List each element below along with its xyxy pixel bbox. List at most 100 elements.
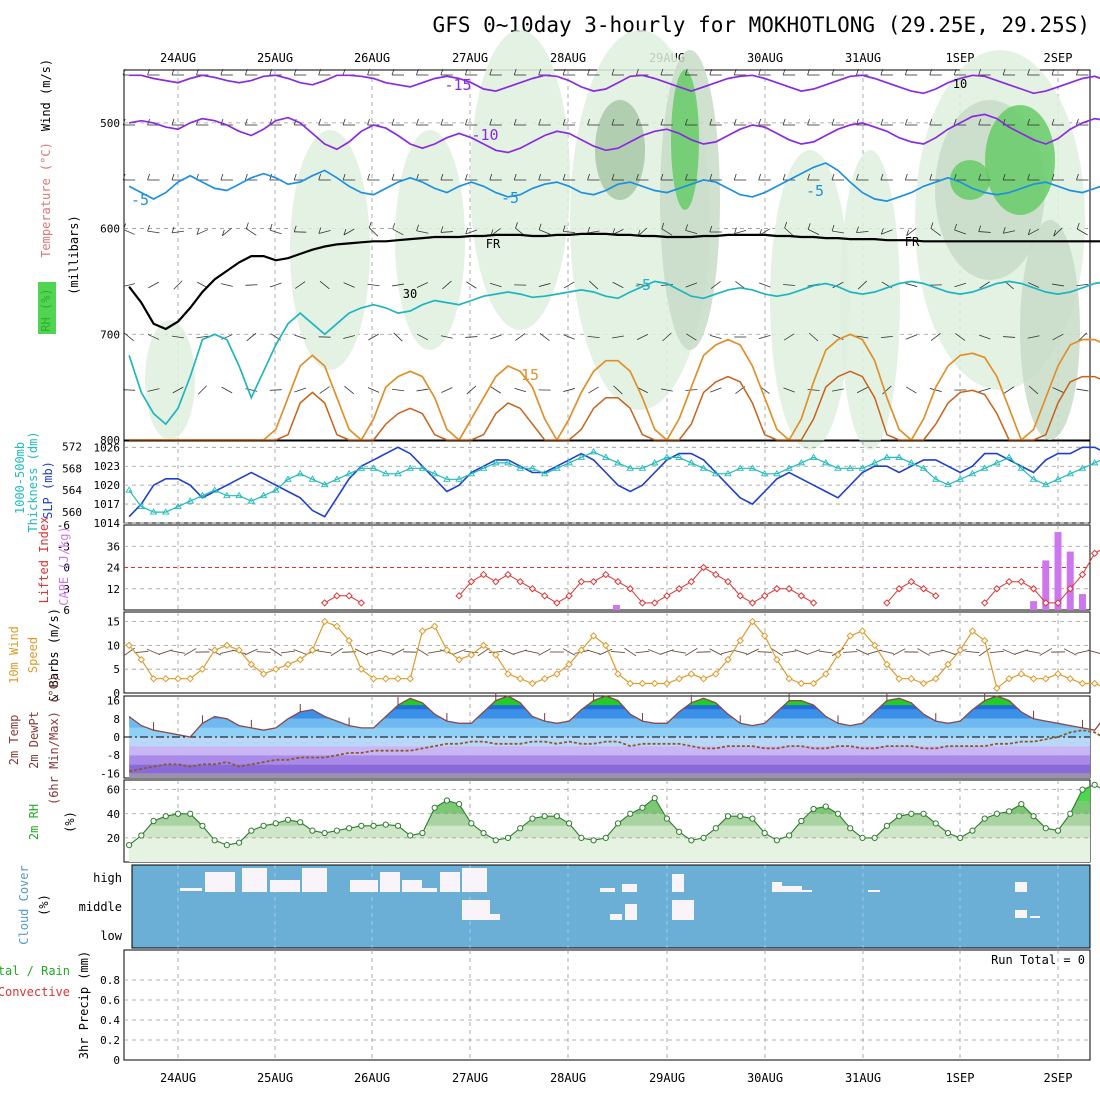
wind-barb-flag	[831, 118, 835, 126]
lifted-index-line-point	[883, 599, 891, 607]
lifted-index-line-point	[553, 599, 561, 607]
temperature-bands	[129, 696, 1090, 778]
wind-barb-flag	[464, 118, 468, 126]
thickness-line-point	[345, 469, 353, 477]
wind-barb-flag	[685, 224, 688, 231]
panel-ylabel: Lifted Index	[37, 517, 51, 604]
rh-line-point	[1006, 808, 1013, 815]
wind-barb	[172, 230, 184, 234]
rh-line-point	[517, 825, 524, 832]
contour-label: FR	[905, 235, 920, 249]
wind-speed-line-point	[809, 679, 818, 688]
rh-line-point	[1018, 801, 1025, 808]
cloud-level-label: middle	[79, 900, 122, 914]
wind-barb	[1052, 283, 1064, 287]
wind-barb	[269, 647, 282, 657]
contour-label: -5	[633, 276, 651, 294]
wind-speed-line-point	[870, 641, 879, 650]
thickness-line-point	[1005, 453, 1013, 460]
wind-barb-flag	[391, 173, 395, 181]
lifted-index-line-point	[712, 570, 720, 579]
rh-line-point	[981, 815, 988, 822]
lifted-index-line-point	[797, 592, 806, 600]
wind-barb-flag	[709, 173, 713, 181]
wind-barb-flag	[709, 118, 713, 126]
panel-ylabel: & Barbs (m/s)	[47, 608, 61, 702]
slp-tick-label: 1014	[94, 517, 121, 530]
wind-speed-line-point	[687, 670, 696, 678]
dewpoint-line	[128, 729, 1100, 773]
thickness-line-point	[1090, 458, 1099, 466]
thickness-line-point	[956, 475, 965, 482]
wind-barb	[1028, 385, 1039, 395]
pressure-tick-label: 500	[100, 117, 120, 130]
bottom-date-label: 27AUG	[452, 1071, 488, 1085]
wind-barb-flag	[636, 173, 639, 181]
wind-barb-flag	[684, 68, 688, 76]
wind-barb-flag	[782, 118, 786, 126]
wind-barb	[515, 333, 526, 341]
wind-barb-flag	[930, 222, 934, 229]
wind-barb	[343, 228, 355, 236]
wind-speed-line-point	[479, 641, 488, 650]
wind-barb-flag	[660, 118, 664, 126]
panel-ylabel: CAPE (J/kg)	[57, 526, 71, 605]
temperature-band	[129, 709, 1090, 719]
wind-barb	[882, 385, 892, 395]
contour-label: -10	[471, 126, 498, 144]
rh-shading	[1020, 220, 1080, 440]
rh-line-point	[920, 810, 927, 817]
wind-barb-flag	[538, 223, 542, 230]
rh-line-point	[957, 834, 964, 841]
contour-label: -15	[444, 76, 471, 94]
thickness-line-point	[785, 464, 793, 471]
lifted-index-line-point	[565, 592, 573, 600]
wind-panel-frame	[123, 611, 1091, 694]
thickness-line-point	[663, 453, 671, 460]
wind-barb	[148, 281, 159, 289]
wind-barb-flag	[660, 68, 664, 76]
bottom-date-label: 24AUG	[160, 1071, 196, 1085]
rh-line-point	[993, 810, 1000, 817]
thickness-line-point	[601, 453, 610, 460]
wind-speed-line-point	[198, 665, 207, 673]
wind-barb-flag	[196, 68, 199, 76]
thickness-line-point	[540, 469, 549, 477]
wind-barb	[465, 336, 478, 338]
wind-speed-line-point	[247, 660, 256, 669]
rh-line-point	[504, 834, 512, 841]
wind-barb	[1002, 648, 1016, 656]
rh-line-point	[284, 816, 292, 823]
rh-line-point	[211, 837, 218, 844]
rh-line-point	[468, 820, 475, 827]
wind-tick-label: 5	[113, 663, 120, 676]
cloud-block	[205, 872, 235, 892]
wind-barb-flag	[367, 68, 370, 76]
wind-barb	[806, 649, 821, 655]
wind-speed-line-point	[1005, 674, 1013, 683]
rh-shading	[770, 150, 850, 450]
wind-barb	[319, 386, 330, 394]
rh-line-point	[138, 832, 145, 839]
wind-barb	[709, 648, 723, 656]
lifted-tick-label: -6	[57, 519, 70, 532]
thickness-line-point	[320, 480, 329, 488]
wind-barb-flag	[147, 173, 150, 181]
wind-barb-flag	[807, 68, 810, 76]
bottom-date-label: 31AUG	[845, 1071, 881, 1085]
wind-speed-line-point	[1029, 674, 1038, 683]
panel-ylabel: 2m DewPt	[27, 711, 41, 769]
wind-barb-flag	[953, 118, 957, 126]
wind-barb	[930, 332, 941, 342]
lifted-index-line-point	[699, 563, 708, 572]
wind-speed-line-point	[980, 636, 989, 645]
thickness-line-point	[1017, 464, 1026, 471]
wind-barb-flag	[513, 118, 517, 126]
wind-speed-line-point	[883, 660, 891, 669]
wind-speed-line-point	[797, 679, 806, 688]
temperature-band	[129, 718, 1090, 728]
wind-barb	[1077, 332, 1088, 342]
wind-barb	[317, 650, 332, 654]
wind-barb	[269, 229, 282, 235]
